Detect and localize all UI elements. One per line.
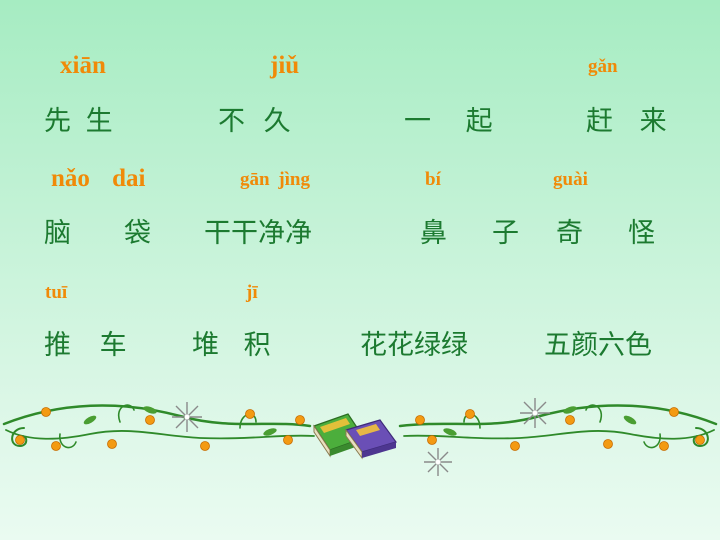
pinyin-tui: tuī: [45, 282, 68, 303]
books-icon: [313, 413, 397, 460]
word-dai: 袋: [124, 218, 151, 249]
word-tuiche: 推 车: [44, 330, 127, 361]
pinyin-guai: guài: [553, 169, 588, 190]
word-ganganjingjing: 干干净净: [204, 218, 312, 249]
word-yiqi: 一 起: [404, 106, 493, 137]
pinyin-xian: xiān: [60, 52, 106, 79]
pinyin-naodai: nǎo dai: [51, 165, 146, 192]
vine-border-decoration: [2, 398, 718, 476]
word-bi: 鼻: [420, 218, 447, 249]
word-wuyanliuse: 五颜六色: [544, 330, 652, 361]
pinyin-ji: jī: [246, 282, 258, 303]
word-huahualvlv: 花花绿绿: [360, 330, 468, 361]
word-guai: 怪: [628, 218, 655, 249]
pinyin-jiu: jiǔ: [270, 52, 300, 79]
word-duiji: 堆 积: [192, 330, 271, 361]
word-bujiu: 不 久: [218, 106, 291, 137]
word-zi: 子: [492, 218, 519, 249]
word-xiansheng: 先 生: [44, 106, 113, 137]
pinyin-ganjing: gān jìng: [240, 169, 310, 190]
word-nao: 脑: [44, 218, 71, 249]
word-ganlai: 赶 来: [586, 106, 667, 137]
word-qi: 奇: [556, 218, 583, 249]
pinyin-gan3: gǎn: [588, 56, 618, 77]
pinyin-bi: bí: [425, 169, 441, 190]
